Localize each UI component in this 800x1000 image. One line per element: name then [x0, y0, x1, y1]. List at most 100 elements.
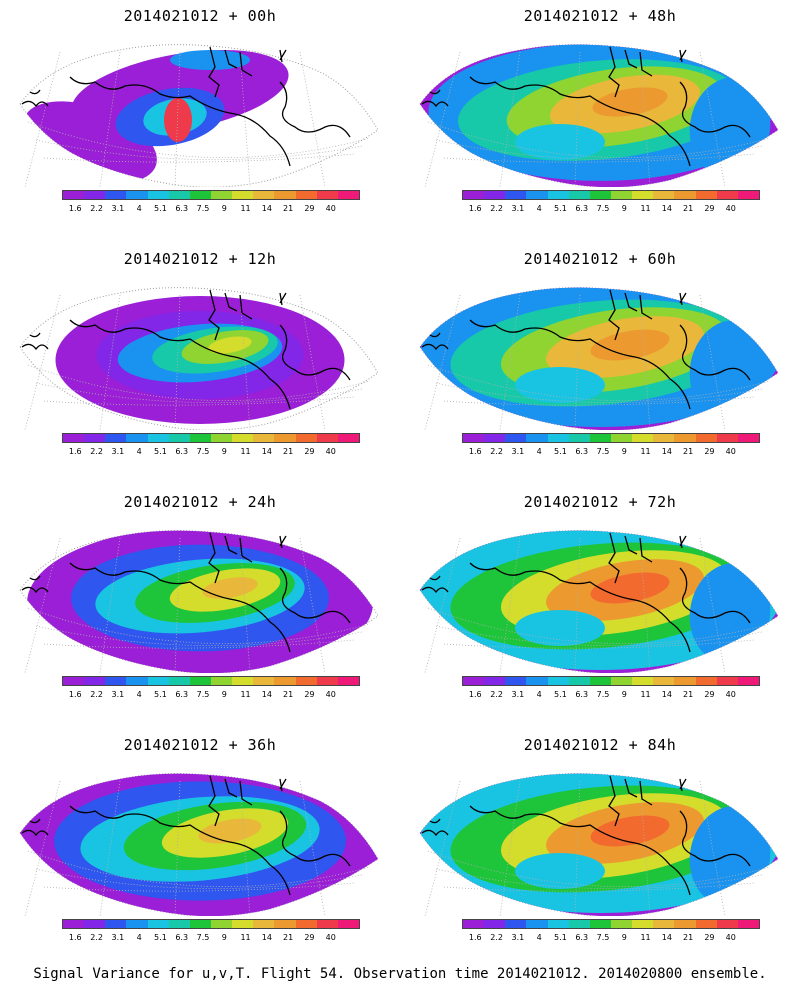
colorbar-label: 1.6 — [468, 690, 482, 699]
colorbar-swatch — [63, 677, 85, 685]
colorbar — [462, 919, 760, 929]
colorbar-label: 29 — [704, 933, 715, 942]
colorbar-labels: 1.6 2.2 3.1 4 5.1 6.3 7.5 9 11 14 21 29 40 — [62, 447, 360, 459]
colorbar-swatch — [84, 191, 106, 199]
colorbar-swatch — [568, 191, 590, 199]
colorbar-swatch — [653, 191, 675, 199]
variance-blob — [515, 367, 605, 403]
panel-60h: 2014021012 + 60h 1.6 2.2 3.1 4 5.1 6.3 7.5 9 11 1… — [400, 243, 800, 486]
variance-blob — [515, 124, 605, 160]
colorbar-swatch — [674, 434, 696, 442]
colorbar-swatch — [547, 920, 569, 928]
colorbar-label: 7.5 — [196, 204, 210, 213]
colorbar-swatch — [589, 920, 611, 928]
variance-blob — [164, 98, 192, 142]
colorbar-swatch — [105, 191, 127, 199]
colorbar-swatch — [210, 920, 233, 928]
colorbar-swatch — [253, 920, 275, 928]
colorbar-swatch — [695, 191, 717, 199]
colorbar-label: 21 — [283, 447, 294, 456]
variance-blob — [202, 577, 258, 599]
colorbar-label: 21 — [283, 690, 294, 699]
colorbar-label: 9 — [621, 933, 627, 942]
variance-map — [19, 530, 379, 673]
panel-title: 2014021012 + 60h — [523, 250, 677, 268]
panel-title: 2014021012 + 36h — [123, 736, 277, 754]
colorbar-label: 40 — [725, 204, 736, 213]
variance-map — [19, 773, 379, 916]
panel-00h: 2014021012 + 00h 1.6 2.2 3.1 4 5.1 6.3 7.5 9 11 1… — [0, 0, 400, 243]
colorbar-swatch — [295, 677, 317, 685]
graticule — [424, 780, 771, 916]
colorbar-label: 3.1 — [111, 447, 125, 456]
colorbar-label: 1.6 — [68, 447, 82, 456]
colorbar-swatch — [253, 434, 275, 442]
colorbar-label: 14 — [661, 933, 672, 942]
colorbar-label: 11 — [640, 447, 651, 456]
colorbar-label: 4 — [536, 447, 542, 456]
colorbar-label: 2.2 — [90, 447, 103, 456]
colorbar-swatch — [63, 920, 85, 928]
colorbar-label: 6.3 — [575, 933, 589, 942]
coastline — [21, 46, 351, 167]
colorbar-swatch — [84, 677, 106, 685]
panel-72h: 2014021012 + 72h 1.6 2.2 3.1 4 5.1 6.3 7.5 9 11 1… — [400, 486, 800, 729]
variance-map — [419, 530, 779, 673]
colorbar-swatch — [505, 191, 527, 199]
colorbar-label: 1.6 — [68, 690, 82, 699]
colorbar-swatch — [568, 434, 590, 442]
colorbar-label: 2.2 — [490, 690, 503, 699]
colorbar-label: 21 — [683, 690, 694, 699]
colorbar-swatch — [63, 191, 85, 199]
colorbar-swatch — [737, 434, 759, 442]
colorbar — [462, 676, 760, 686]
colorbar-labels: 1.6 2.2 3.1 4 5.1 6.3 7.5 9 11 14 21 29 40 — [462, 933, 760, 945]
colorbar-swatch — [105, 434, 127, 442]
colorbar-swatch — [295, 191, 317, 199]
colorbar-label: 2.2 — [90, 933, 103, 942]
colorbar-label: 4 — [536, 933, 542, 942]
colorbar-swatch — [337, 434, 359, 442]
colorbar-swatch — [674, 677, 696, 685]
colorbar-label: 4 — [536, 690, 542, 699]
colorbar — [462, 433, 760, 443]
colorbar-label: 11 — [240, 690, 251, 699]
colorbar — [462, 190, 760, 200]
colorbar-label: 7.5 — [596, 204, 610, 213]
colorbar-label: 14 — [261, 690, 272, 699]
colorbar-swatch — [463, 677, 485, 685]
colorbar-swatch — [210, 434, 233, 442]
colorbar-swatch — [253, 191, 275, 199]
colorbar-label: 14 — [661, 204, 672, 213]
colorbar-label: 1.6 — [68, 204, 82, 213]
colorbar-label: 21 — [683, 933, 694, 942]
panel-title: 2014021012 + 00h — [123, 7, 277, 25]
colorbar-swatch — [337, 191, 359, 199]
colorbar-swatch — [589, 191, 611, 199]
colorbar-swatch — [737, 920, 759, 928]
colorbar-label: 6.3 — [175, 933, 189, 942]
colorbar-label: 6.3 — [575, 447, 589, 456]
colorbar-label: 14 — [261, 204, 272, 213]
colorbar-swatch — [189, 434, 211, 442]
colorbar-swatch — [716, 434, 738, 442]
coastline — [21, 532, 351, 653]
variance-map — [419, 773, 779, 916]
colorbar-swatch — [274, 920, 296, 928]
colorbar-label: 21 — [283, 933, 294, 942]
colorbar-label: 9 — [621, 447, 627, 456]
coastline — [421, 46, 751, 167]
colorbar-label: 3.1 — [111, 204, 125, 213]
colorbar-label: 29 — [704, 690, 715, 699]
colorbar-swatch — [147, 191, 169, 199]
colorbar-label: 29 — [304, 690, 315, 699]
colorbar-swatch — [337, 677, 359, 685]
colorbar-label: 11 — [640, 690, 651, 699]
colorbar-label: 4 — [136, 933, 142, 942]
colorbar-swatch — [716, 920, 738, 928]
colorbar-swatch — [232, 434, 254, 442]
colorbar-label: 5.1 — [154, 447, 167, 456]
colorbar-label: 5.1 — [554, 204, 567, 213]
variance-map — [419, 287, 779, 430]
colorbar-swatch — [695, 920, 717, 928]
